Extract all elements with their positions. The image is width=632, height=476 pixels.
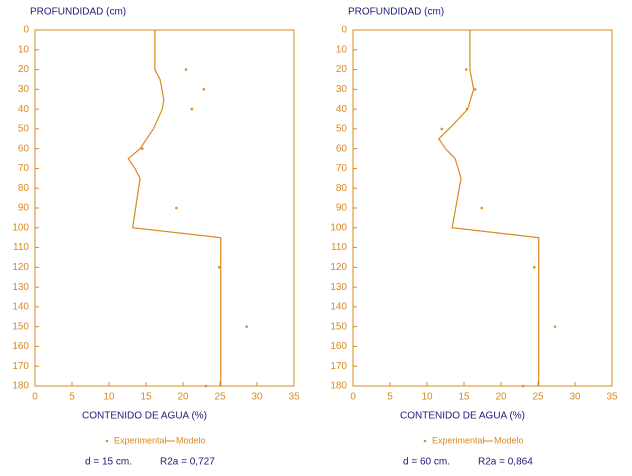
x-tick-label: 35 — [288, 392, 300, 403]
y-tick-label: 90 — [336, 203, 348, 214]
y-tick-label: 40 — [336, 104, 348, 115]
annotation: d = 60 cm. — [403, 457, 450, 468]
x-axis-title: CONTENIDO DE AGUA (%) — [400, 411, 525, 422]
y-tick-label: 90 — [18, 203, 30, 214]
y-tick-label: 30 — [336, 84, 348, 95]
y-tick-label: 100 — [330, 222, 347, 233]
data-point — [480, 206, 484, 210]
data-point — [521, 384, 525, 388]
data-point — [184, 68, 188, 71]
legend-marker — [423, 439, 427, 443]
data-point — [533, 266, 536, 269]
x-tick-label: 0 — [350, 392, 356, 403]
x-tick-label: 10 — [103, 392, 115, 403]
x-tick-label: 15 — [140, 392, 152, 403]
x-tick-label: 0 — [32, 392, 38, 403]
y-tick-label: 60 — [336, 143, 348, 154]
y-tick-label: 20 — [336, 64, 348, 75]
x-tick-label: 20 — [495, 392, 507, 403]
y-tick-label: 80 — [18, 183, 30, 194]
y-tick-label: 80 — [336, 183, 348, 194]
y-axis-title: PROFUNDIDAD (cm) — [30, 7, 126, 18]
y-tick-label: 170 — [330, 361, 347, 372]
data-point — [553, 325, 557, 328]
y-tick-label: 40 — [18, 104, 30, 115]
y-tick-label: 180 — [12, 381, 29, 392]
y-tick-label: 160 — [12, 341, 29, 352]
y-tick-label: 150 — [330, 321, 347, 332]
legend-label: Experimental — [114, 435, 167, 445]
y-tick-label: 100 — [12, 222, 29, 233]
annotation: R2a = 0,727 — [160, 457, 215, 468]
y-tick-label: 180 — [330, 381, 347, 392]
data-point — [190, 107, 194, 111]
annotation: d = 15 cm. — [85, 457, 132, 468]
legend-label: Experimental — [432, 435, 485, 445]
y-tick-label: 170 — [12, 361, 29, 372]
x-tick-label: 30 — [251, 392, 263, 403]
data-point — [175, 206, 178, 210]
x-tick-label: 25 — [214, 392, 226, 403]
y-tick-label: 130 — [12, 282, 29, 293]
y-tick-label: 120 — [330, 262, 347, 273]
x-tick-label: 10 — [421, 392, 433, 403]
y-tick-label: 0 — [341, 25, 347, 36]
y-tick-label: 10 — [18, 44, 30, 55]
data-point — [202, 88, 206, 91]
y-axis-title: PROFUNDIDAD (cm) — [348, 7, 444, 18]
y-tick-label: 140 — [330, 302, 347, 313]
y-tick-label: 0 — [23, 25, 29, 36]
x-tick-label: 30 — [569, 392, 581, 403]
y-tick-label: 160 — [330, 341, 347, 352]
legend-label: Modelo — [176, 435, 206, 445]
data-point — [217, 266, 221, 269]
model-line — [127, 30, 222, 386]
x-tick-label: 15 — [458, 392, 470, 403]
x-tick-label: 5 — [69, 392, 75, 403]
y-tick-label: 120 — [12, 262, 29, 273]
data-point — [464, 68, 468, 71]
y-tick-label: 50 — [18, 124, 30, 135]
y-tick-label: 70 — [18, 163, 30, 174]
y-tick-label: 30 — [18, 84, 30, 95]
x-tick-label: 20 — [177, 392, 189, 403]
y-tick-label: 10 — [336, 44, 348, 55]
y-tick-label: 60 — [18, 143, 30, 154]
data-point — [440, 127, 444, 131]
data-point — [473, 88, 477, 91]
annotation: R2a = 0,864 — [478, 457, 533, 468]
y-tick-label: 130 — [330, 282, 347, 293]
x-axis-title: CONTENIDO DE AGUA (%) — [82, 411, 207, 422]
y-tick-label: 20 — [18, 64, 30, 75]
y-tick-label: 140 — [12, 302, 29, 313]
model-line — [438, 30, 540, 386]
y-tick-label: 110 — [331, 242, 347, 253]
x-tick-label: 25 — [532, 392, 544, 403]
y-tick-label: 150 — [12, 321, 29, 332]
data-point — [204, 384, 208, 388]
legend-marker — [105, 439, 109, 443]
legend-label: Modelo — [494, 435, 524, 445]
data-point — [245, 325, 248, 328]
data-point — [141, 147, 144, 150]
x-tick-label: 5 — [387, 392, 393, 403]
y-tick-label: 50 — [336, 124, 348, 135]
plot-frame — [34, 29, 295, 387]
y-tick-label: 70 — [336, 163, 348, 174]
x-tick-label: 35 — [606, 392, 618, 403]
y-tick-label: 110 — [13, 242, 29, 253]
